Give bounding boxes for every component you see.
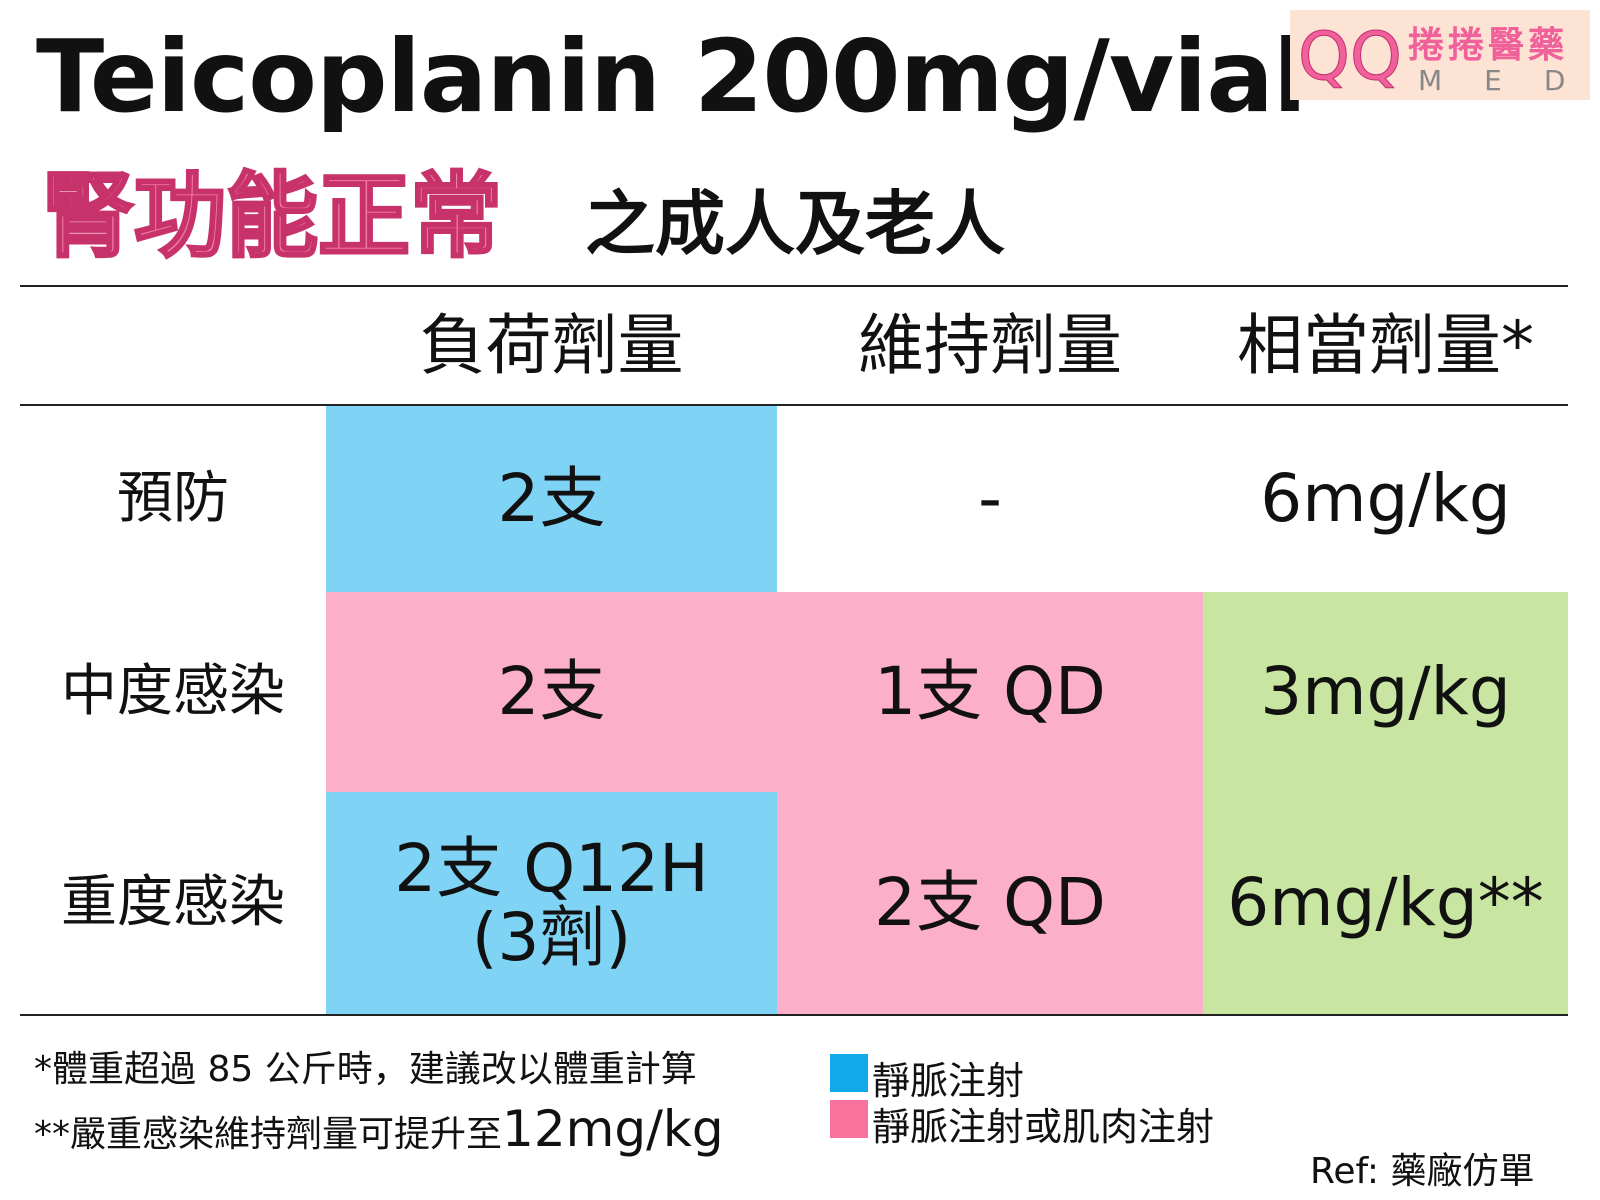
legend-label: 靜脈注射或肌肉注射	[872, 1105, 1215, 1149]
row-label: 中度感染	[61, 658, 285, 724]
cell: 2支 Q12H (3劑)	[326, 792, 777, 1014]
logo: QQ 捲捲醫藥 MED	[1290, 10, 1590, 100]
note-emphasis: 12mg/kg	[502, 1100, 724, 1158]
cell-line: (3劑)	[471, 899, 632, 976]
cell: 2支	[326, 592, 777, 792]
note: *體重超過 85 公斤時，建議改以體重計算	[34, 1049, 697, 1090]
legend-label: 靜脈注射	[872, 1059, 1025, 1103]
cell: 1支 QD	[777, 592, 1203, 792]
note-text: **嚴重感染維持劑量可提升至	[34, 1114, 503, 1155]
legend-swatch	[830, 1100, 868, 1138]
subtitle-highlight: 腎功能正常	[40, 162, 503, 272]
cell: 6mg/kg**	[1203, 792, 1568, 1014]
reference: Ref: 藥廠仿單	[1310, 1151, 1535, 1192]
cell-line: 2支 Q12H	[394, 829, 709, 907]
subtitle: 之成人及老人	[585, 183, 1005, 265]
note: **嚴重感染維持劑量可提升至12mg/kg	[34, 1100, 724, 1158]
logo-mark: QQ	[1298, 18, 1403, 96]
row-label: 重度感染	[61, 869, 285, 935]
header-cell: 負荷劑量	[419, 306, 684, 384]
logo-sub: MED	[1418, 64, 1600, 97]
cell: 6mg/kg	[1260, 460, 1511, 538]
cell: 2支 QD	[777, 792, 1203, 1014]
rule	[20, 404, 1568, 406]
cell: -	[978, 460, 1002, 538]
header-cell: 維持劑量	[858, 306, 1122, 384]
logo-name: 捲捲醫藥	[1408, 25, 1569, 66]
cell: 2支	[326, 406, 777, 592]
rule	[20, 1014, 1568, 1016]
title: Teicoplanin 200mg/vial	[36, 18, 1307, 135]
cell: 3mg/kg	[1203, 592, 1568, 792]
header-cell: 相當劑量*	[1237, 306, 1534, 384]
legend-swatch	[830, 1054, 868, 1092]
rule	[20, 285, 1568, 287]
row-label: 預防	[117, 465, 229, 531]
